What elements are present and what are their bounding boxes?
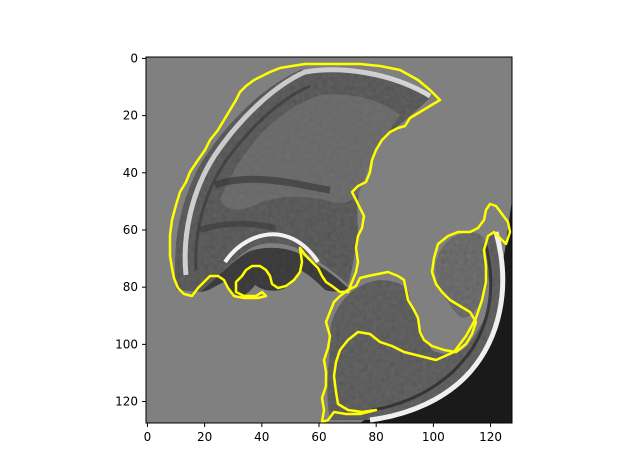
x-tick-label: 0 <box>144 430 152 444</box>
y-tick-label: 40 <box>123 166 138 180</box>
skull-rim-lower <box>369 231 506 423</box>
segmentation-contours <box>168 62 512 423</box>
x-tick-label: 120 <box>479 430 502 444</box>
x-tick-label: 20 <box>197 430 212 444</box>
y-tick-label: 60 <box>123 223 138 237</box>
lower-segmentation-contour <box>320 202 512 423</box>
skull-rim-upper <box>182 67 432 276</box>
upper-segmentation-contour <box>168 62 442 300</box>
bright-tissue-curve <box>223 232 320 264</box>
lower-brain-region <box>327 233 505 420</box>
y-axis-ticks: 0 20 40 60 80 100 120 <box>115 51 146 409</box>
x-axis-ticks: 0 20 40 60 80 100 120 <box>144 423 502 444</box>
x-tick-label: 100 <box>422 430 445 444</box>
upper-brain-dark-streak <box>199 220 276 233</box>
upper-brain-dark-streak <box>213 175 331 194</box>
y-tick-label: 100 <box>115 337 138 351</box>
y-tick-label: 120 <box>115 395 138 409</box>
skull-rim-lower-inner <box>371 244 493 412</box>
x-tick-label: 60 <box>311 430 326 444</box>
y-tick-label: 20 <box>123 109 138 123</box>
lower-brain-right-lobe <box>435 232 491 318</box>
x-tick-label: 40 <box>254 430 269 444</box>
axes-frame <box>145 56 513 424</box>
y-tick-label: 80 <box>123 280 138 294</box>
x-tick-label: 80 <box>369 430 384 444</box>
y-tick-label: 0 <box>130 51 138 65</box>
skull-rim-upper-inner <box>194 84 311 271</box>
